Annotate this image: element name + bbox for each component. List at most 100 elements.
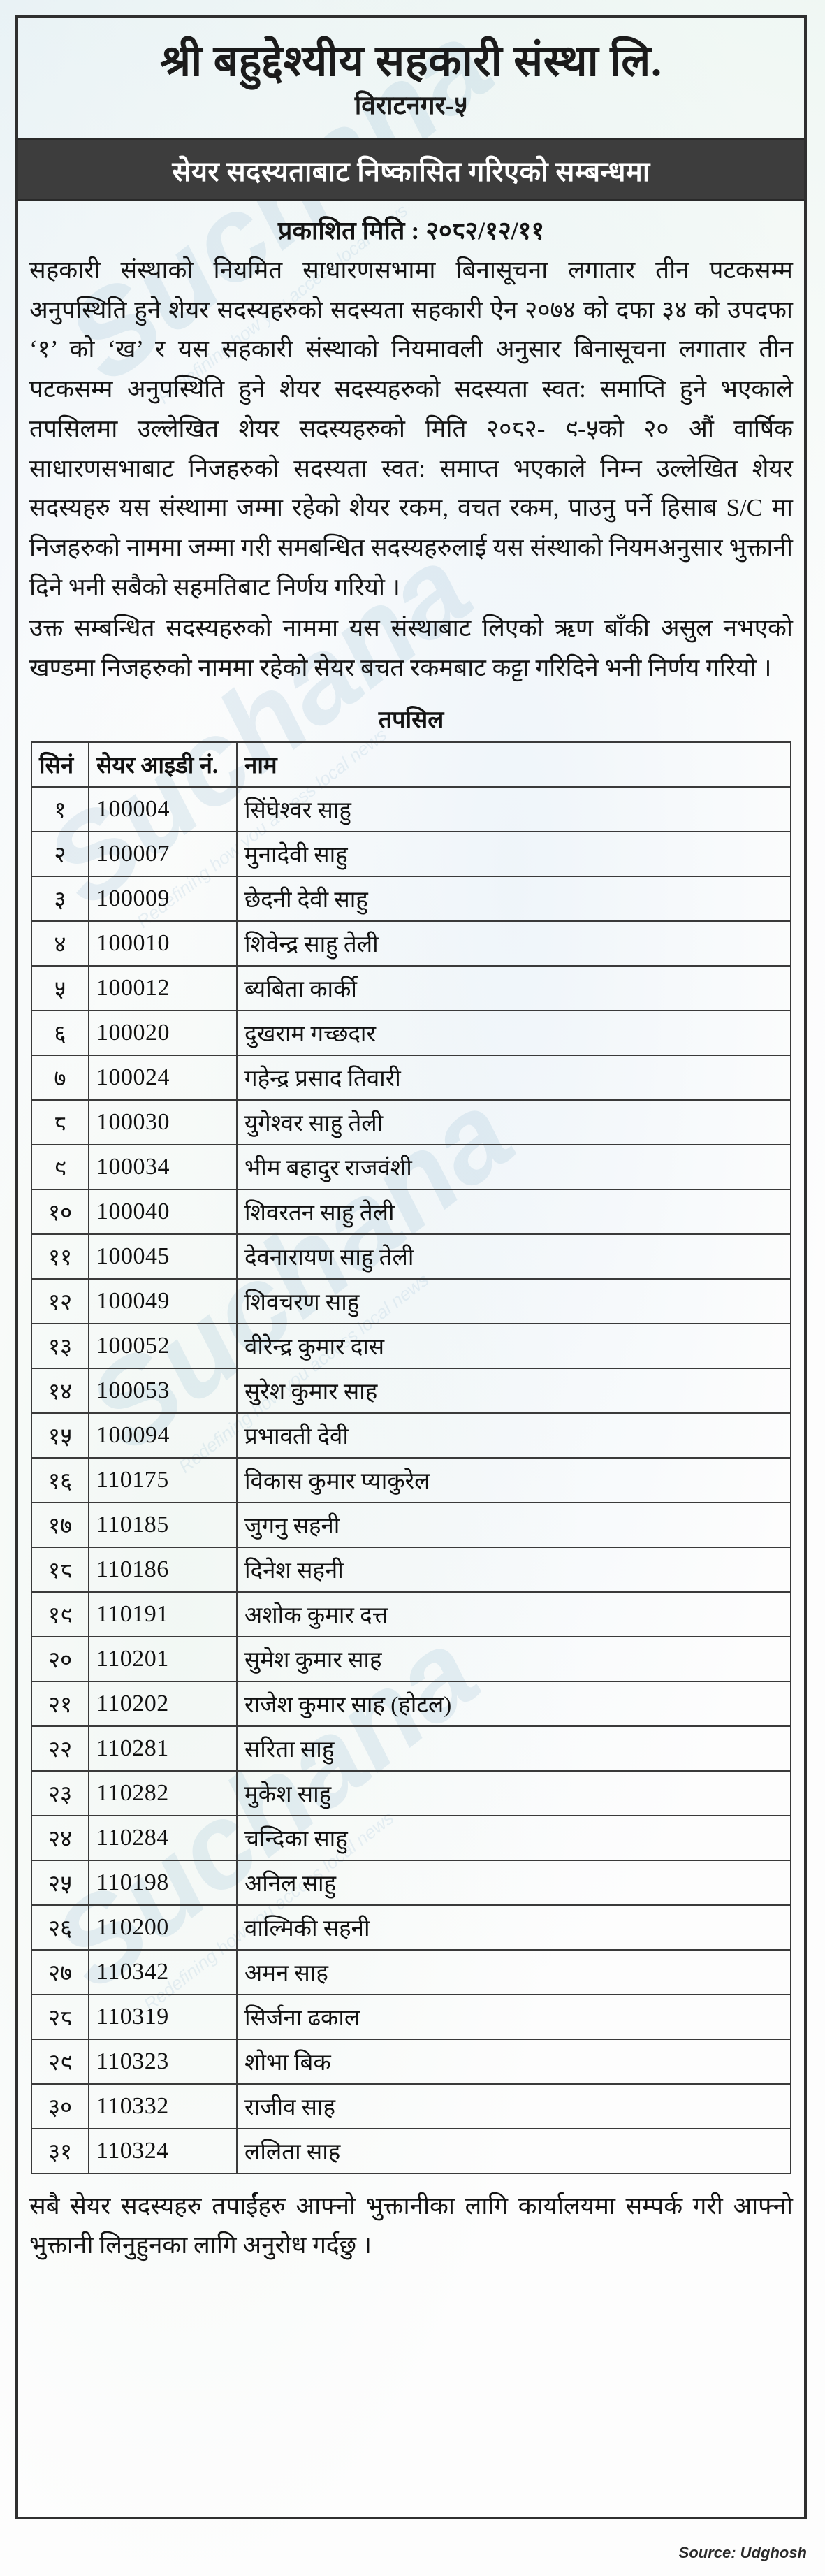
member-table: सिनं सेयर आइडी नं. नाम १ 100004 सिंघेश्वर … (31, 741, 791, 2174)
table-row: २७ 110342 अमन साह (31, 1948, 791, 1995)
notice-document-frame: श्री बहुद्देश्यीय सहकारी संस्था लि. विरा… (15, 15, 807, 2519)
share-id-value: 100010 (96, 929, 170, 956)
subject-title: सेयर सदस्यताबाट निष्कासित गरिएको सम्बन्ध… (172, 155, 650, 187)
cell-sn: २१ (31, 1680, 89, 1727)
column-header-share-id: सेयर आइडी नं. (88, 741, 238, 788)
column-header-name: नाम (236, 741, 791, 788)
cell-sn: २० (31, 1635, 89, 1682)
cell-member-name: ललिता साह (236, 2127, 791, 2174)
share-id-value: 110324 (96, 2137, 169, 2164)
cell-sn: १४ (31, 1367, 89, 1414)
cell-member-name: शोभा बिक (236, 2038, 791, 2085)
cell-member-name: मुनादेवी साहु (236, 830, 791, 877)
cell-sn: २३ (31, 1770, 89, 1816)
cell-member-name: दिनेश सहनी (236, 1546, 791, 1593)
cell-share-id: 110198 (88, 1859, 238, 1906)
cell-member-name: गहेन्द्र प्रसाद तिवारी (236, 1054, 791, 1101)
cell-share-id: 100052 (88, 1322, 238, 1369)
cell-share-id: 100007 (88, 830, 238, 877)
share-id-value: 100012 (96, 974, 170, 1001)
cell-member-name: शिवचरण साहु (236, 1278, 791, 1324)
cell-member-name: शिवेन्द्र साहु तेली (236, 920, 791, 967)
cell-sn: ५ (31, 964, 89, 1011)
cell-share-id: 100049 (88, 1278, 238, 1324)
table-row: १५ 100094 प्रभावती देवी (31, 1412, 791, 1459)
cell-member-name: सुरेश कुमार साह (236, 1367, 791, 1414)
schedule-heading: तपसिल (378, 707, 444, 733)
cell-member-name: सिर्जना ढकाल (236, 1993, 791, 2040)
share-id-value: 110282 (96, 1779, 169, 1806)
table-row: २६ 110200 वाल्मिकी सहनी (31, 1904, 791, 1951)
table-row: ६ 100020 दुखराम गच्छदार (31, 1009, 791, 1056)
cell-share-id: 110324 (88, 2127, 238, 2174)
cell-member-name: विकास कुमार प्याकुरेल (236, 1456, 791, 1503)
organization-name: श्री बहुद्देश्यीय सहकारी संस्था लि. (160, 38, 662, 85)
share-id-value: 110186 (96, 1556, 169, 1582)
table-row: १ 100004 सिंघेश्वर साहु (31, 786, 791, 832)
share-id-value: 100007 (96, 840, 170, 867)
table-row: २० 110201 सुमेश कुमार साह (31, 1635, 791, 1682)
share-id-value: 110202 (96, 1690, 169, 1716)
table-row: १० 100040 शिवरतन साहु तेली (31, 1188, 791, 1235)
share-id-value: 100094 (96, 1421, 170, 1448)
cell-share-id: 110323 (88, 2038, 238, 2085)
table-row: २५ 110198 अनिल साहु (31, 1859, 791, 1906)
cell-share-id: 110200 (88, 1904, 238, 1951)
share-id-value: 110281 (96, 1735, 169, 1761)
footer-note: सबै सेयर सदस्यहरु तपाईंहरु आफ्नो भुक्तान… (29, 2192, 793, 2259)
cell-member-name: सुमेश कुमार साह (236, 1635, 791, 1682)
organization-branch: विराटनगर-५ (354, 91, 468, 120)
cell-share-id: 100094 (88, 1412, 238, 1459)
cell-sn: १३ (31, 1322, 89, 1369)
subject-band: सेयर सदस्यताबाट निष्कासित गरिएको सम्बन्ध… (18, 138, 804, 202)
cell-sn: १८ (31, 1546, 89, 1593)
cell-sn: ३१ (31, 2127, 89, 2174)
cell-sn: १० (31, 1188, 89, 1235)
cell-member-name: चन्दिका साहु (236, 1814, 791, 1861)
table-row: २९ 110323 शोभा बिक (31, 2038, 791, 2085)
cell-share-id: 100020 (88, 1009, 238, 1056)
share-id-value: 110191 (96, 1600, 169, 1627)
share-id-value: 100053 (96, 1377, 170, 1403)
share-id-value: 100045 (96, 1243, 170, 1269)
table-header-row: सिनं सेयर आइडी नं. नाम (31, 741, 791, 788)
table-row: १६ 110175 विकास कुमार प्याकुरेल (31, 1456, 791, 1503)
share-id-value: 110284 (96, 1824, 169, 1851)
cell-member-name: जुगनु सहनी (236, 1501, 791, 1548)
cell-sn: ६ (31, 1009, 89, 1056)
table-row: ३ 100009 छेदनी देवी साहु (31, 875, 791, 922)
table-row: ८ 100030 युगेश्वर साहु तेली (31, 1099, 791, 1145)
cell-sn: ८ (31, 1099, 89, 1145)
cell-sn: २७ (31, 1948, 89, 1995)
cell-member-name: सिंघेश्वर साहु (236, 786, 791, 832)
cell-share-id: 100040 (88, 1188, 238, 1235)
cell-member-name: युगेश्वर साहु तेली (236, 1099, 791, 1145)
share-id-value: 100049 (96, 1287, 170, 1314)
cell-member-name: भीम बहादुर राजवंशी (236, 1143, 791, 1190)
cell-member-name: प्रभावती देवी (236, 1412, 791, 1459)
cell-sn: २८ (31, 1993, 89, 2040)
cell-share-id: 110185 (88, 1501, 238, 1548)
cell-share-id: 110281 (88, 1725, 238, 1772)
cell-member-name: अनिल साहु (236, 1859, 791, 1906)
cell-sn: १२ (31, 1278, 89, 1324)
share-id-value: 100004 (96, 795, 170, 822)
cell-share-id: 100009 (88, 875, 238, 922)
cell-sn: ४ (31, 920, 89, 967)
cell-share-id: 100004 (88, 786, 238, 832)
cell-sn: १९ (31, 1591, 89, 1637)
cell-sn: २९ (31, 2038, 89, 2085)
table-row: १२ 100049 शिवचरण साहु (31, 1278, 791, 1324)
cell-share-id: 100030 (88, 1099, 238, 1145)
table-row: २२ 110281 सरिता साहु (31, 1725, 791, 1772)
table-row: ५ 100012 ब्यबिता कार्की (31, 964, 791, 1011)
table-row: ३० 110332 राजीव साह (31, 2083, 791, 2129)
published-date: प्रकाशित मिति : २०८२/१२/११ (277, 217, 545, 245)
cell-member-name: सरिता साहु (236, 1725, 791, 1772)
cell-share-id: 100024 (88, 1054, 238, 1101)
cell-sn: ३० (31, 2083, 89, 2129)
cell-member-name: दुखराम गच्छदार (236, 1009, 791, 1056)
share-id-value: 110342 (96, 1958, 169, 1985)
cell-sn: ३ (31, 875, 89, 922)
cell-share-id: 110284 (88, 1814, 238, 1861)
